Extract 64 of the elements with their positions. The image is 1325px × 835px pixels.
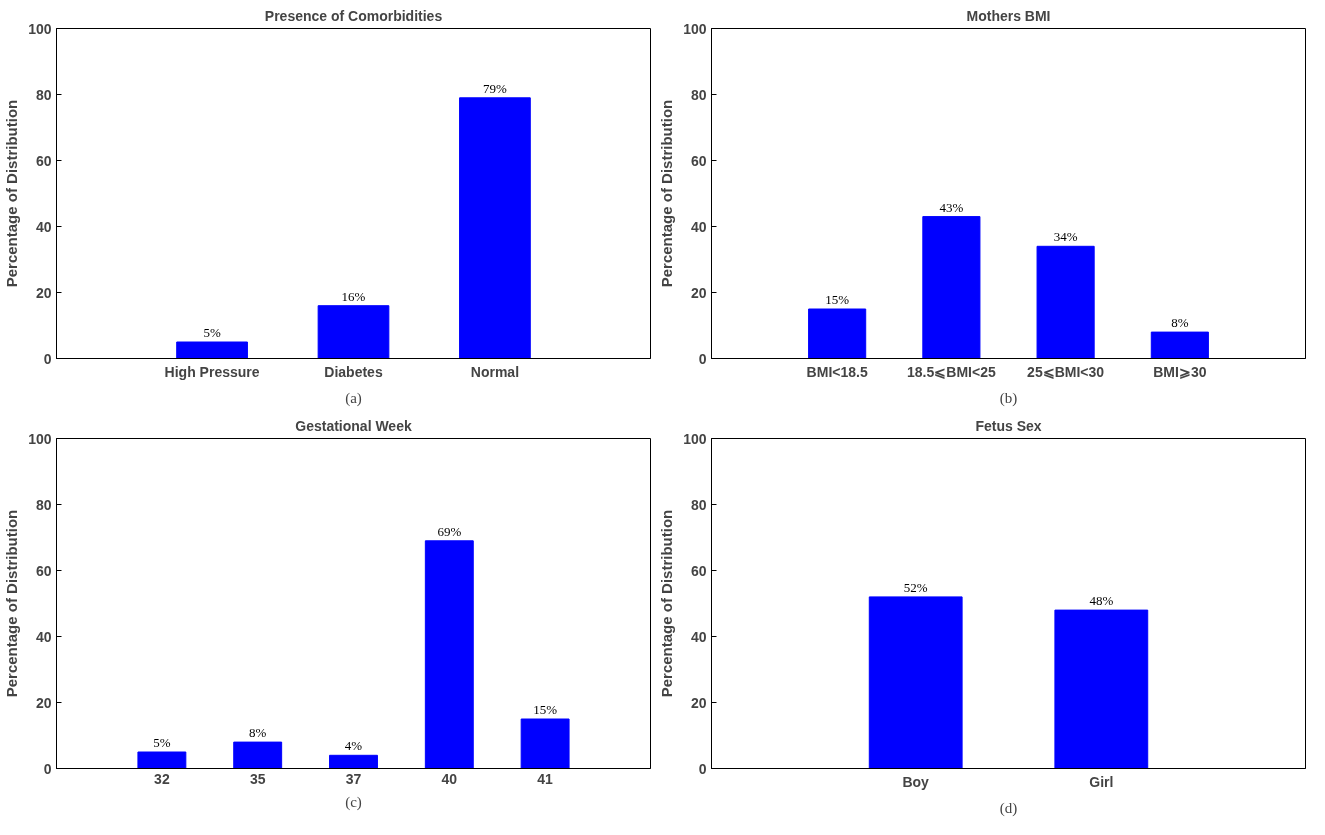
data-label: 79% <box>483 80 508 96</box>
x-tick-label: BMI<18.5 <box>806 363 868 380</box>
y-tick-label: 0 <box>43 350 52 367</box>
data-label: 52% <box>903 579 928 595</box>
y-tick-label: 40 <box>35 218 52 235</box>
y-tick-label: 20 <box>35 694 52 711</box>
y-axis-title: Percentage of Distribution <box>3 99 21 288</box>
y-tick-label: 100 <box>28 430 52 447</box>
y-axis-title: Percentage of Distribution <box>3 509 21 698</box>
data-label: 8% <box>249 725 267 741</box>
y-tick-label: 80 <box>690 496 707 513</box>
y-tick-label: 80 <box>35 86 52 103</box>
data-label: 48% <box>1089 593 1114 609</box>
data-label: 8% <box>1171 315 1189 331</box>
x-tick-label: High Pressure <box>164 363 260 380</box>
x-tick-label: BMI⩾30 <box>1153 363 1207 380</box>
y-tick-label: 40 <box>690 628 707 645</box>
y-tick-label: 100 <box>683 430 707 447</box>
x-tick-label: Normal <box>470 363 520 380</box>
y-tick-label: 40 <box>35 628 52 645</box>
y-tick-label: 60 <box>35 152 52 169</box>
x-tick-label: 18.5⩽BMI<25 <box>907 363 996 380</box>
data-label: 69% <box>437 523 462 539</box>
x-tick-label: 35 <box>249 770 266 787</box>
text: (d) <box>999 799 1018 817</box>
text: (b) <box>999 389 1018 407</box>
text: (c) <box>345 793 362 811</box>
data-label: 34% <box>1053 229 1078 245</box>
data-label: 5% <box>203 325 221 340</box>
data-label: 15% <box>825 292 850 307</box>
x-tick-label: 25⩽BMI<30 <box>1027 363 1105 380</box>
y-axis-title: Percentage of Distribution <box>658 99 676 288</box>
x-tick-label: 32 <box>154 770 170 787</box>
y-tick-label: 0 <box>698 760 707 777</box>
x-tick-label: Boy <box>902 773 930 790</box>
data-label: 5% <box>153 735 171 750</box>
x-tick-label: Girl <box>1089 773 1114 790</box>
y-tick-label: 60 <box>690 152 707 169</box>
y-tick-label: 100 <box>28 20 52 37</box>
y-tick-label: 80 <box>690 86 707 103</box>
x-tick-label: 41 <box>537 770 554 787</box>
y-tick-label: 20 <box>690 694 707 711</box>
y-tick-label: 0 <box>43 760 52 777</box>
text: (a) <box>345 389 362 407</box>
data-label: 4% <box>344 738 363 754</box>
data-label: 43% <box>939 199 964 215</box>
y-tick-label: 20 <box>690 284 707 301</box>
y-tick-label: 20 <box>35 284 52 301</box>
y-tick-label: 60 <box>35 562 52 579</box>
y-axis-title: Percentage of Distribution <box>658 509 676 698</box>
data-label: 16% <box>341 288 366 304</box>
chart-title: Gestational Week <box>295 417 412 434</box>
chart-title: Presence of Comorbidities <box>264 7 443 24</box>
y-tick-label: 40 <box>690 218 707 235</box>
x-tick-label: 37 <box>345 770 362 787</box>
chart-title: Mothers BMI <box>966 7 1051 24</box>
x-tick-label: 40 <box>441 770 458 787</box>
y-tick-label: 0 <box>698 350 707 367</box>
y-tick-label: 80 <box>35 496 52 513</box>
y-tick-label: 100 <box>683 20 707 37</box>
chart-title: Fetus Sex <box>975 417 1042 434</box>
data-label: 15% <box>533 702 558 717</box>
x-tick-label: Diabetes <box>324 363 383 380</box>
y-tick-label: 60 <box>690 562 707 579</box>
